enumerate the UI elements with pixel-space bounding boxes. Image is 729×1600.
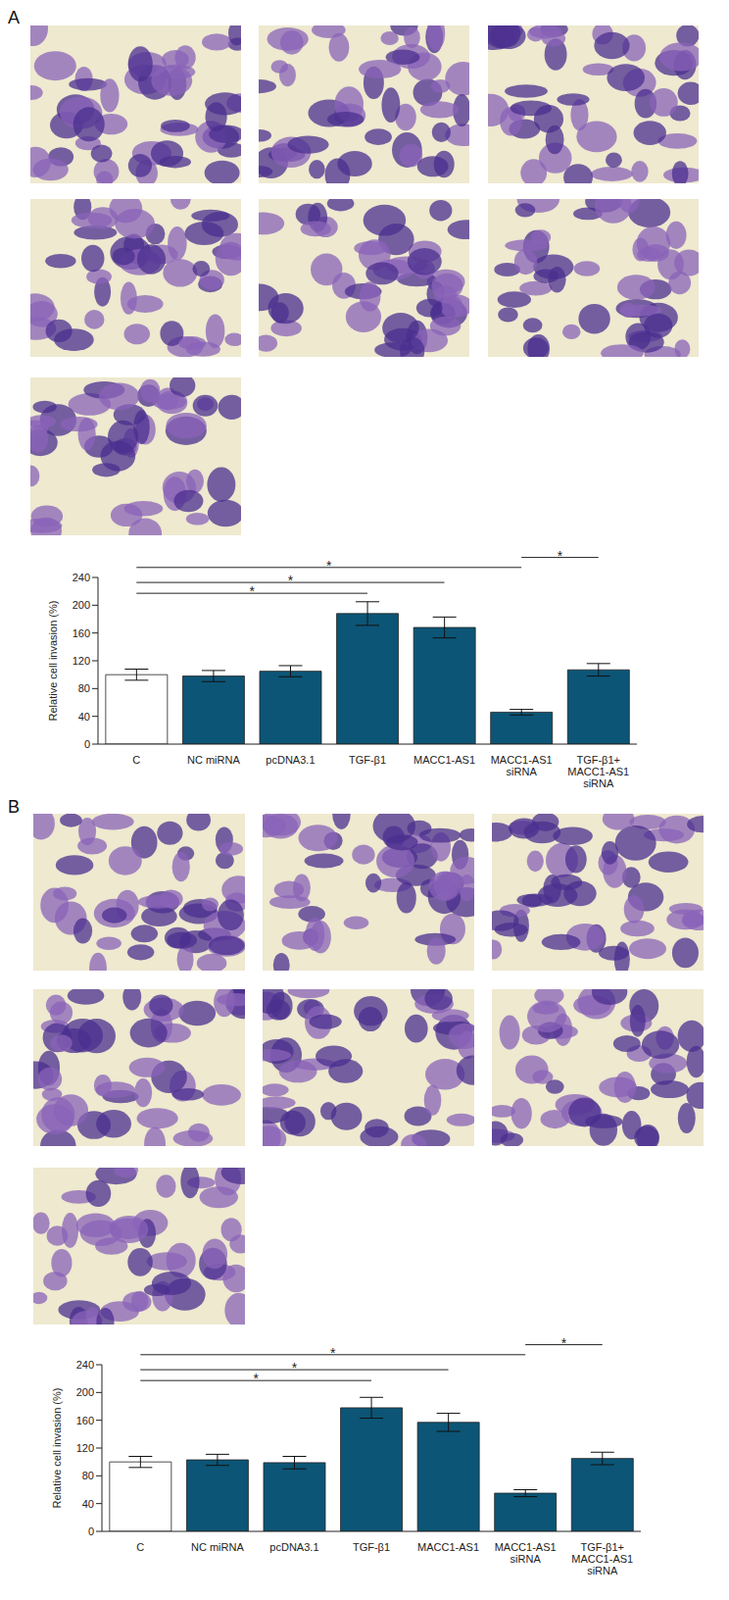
svg-text:NC miRNA: NC miRNA [187,753,241,766]
svg-text:40: 40 [78,710,91,723]
svg-text:200: 200 [76,1385,95,1398]
svg-text:MACC1-AS1siRNA: MACC1-AS1siRNA [490,753,553,778]
svg-text:*: * [330,1344,337,1361]
svg-text:80: 80 [78,681,91,694]
svg-text:C: C [132,753,141,766]
svg-text:160: 160 [72,627,91,639]
svg-text:200: 200 [72,598,91,611]
svg-text:pcDNA3.1: pcDNA3.1 [265,753,315,766]
html-text:A: A [7,7,20,28]
html-text:B: B [7,796,20,817]
svg-text:TGF-β1+MACC1-AS1siRNA: TGF-β1+MACC1-AS1siRNA [571,1540,633,1576]
svg-text:0: 0 [88,1524,95,1537]
svg-text:Relative cell invasion (%): Relative cell invasion (%) [47,600,59,722]
svg-text:120: 120 [76,1441,95,1454]
svg-text:pcDNA3.1: pcDNA3.1 [269,1540,319,1553]
svg-text:*: * [248,583,255,599]
svg-text:*: * [291,1359,298,1375]
svg-text:0: 0 [84,737,91,750]
svg-text:MACC1-AS1siRNA: MACC1-AS1siRNA [494,1540,557,1564]
svg-text:NC miRNA: NC miRNA [191,1540,244,1553]
svg-text:Relative cell invasion (%): Relative cell invasion (%) [50,1387,63,1508]
svg-text:*: * [557,547,564,564]
svg-text:40: 40 [82,1497,95,1509]
svg-text:120: 120 [72,654,91,667]
svg-text:240: 240 [72,571,91,584]
svg-text:TGF-β1+MACC1-AS1siRNA: TGF-β1+MACC1-AS1siRNA [567,753,630,789]
svg-text:MACC1-AS1: MACC1-AS1 [413,753,476,766]
svg-text:160: 160 [76,1413,95,1426]
svg-text:*: * [561,1334,568,1351]
svg-text:*: * [252,1369,259,1386]
svg-text:240: 240 [76,1358,95,1370]
svg-text:TGF-β1: TGF-β1 [348,753,387,766]
svg-text:MACC1-AS1: MACC1-AS1 [417,1540,480,1553]
svg-text:80: 80 [82,1468,95,1481]
svg-text:C: C [136,1540,145,1553]
svg-text:*: * [288,572,294,588]
svg-text:*: * [326,557,333,574]
svg-text:TGF-β1: TGF-β1 [352,1540,390,1553]
